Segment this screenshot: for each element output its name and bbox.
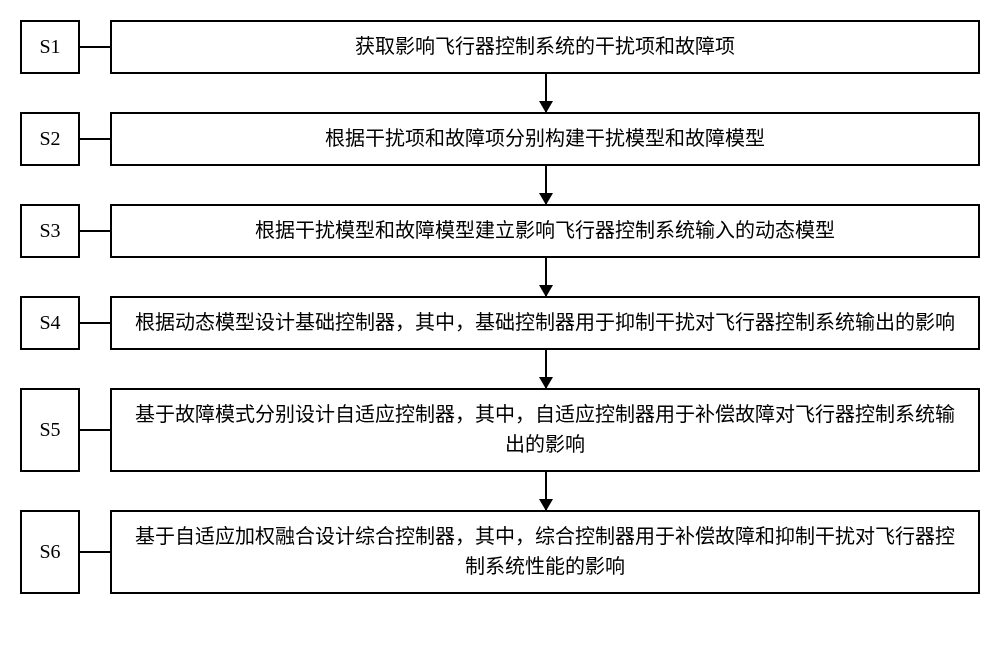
step-row-s6: S6 基于自适应加权融合设计综合控制器，其中，综合控制器用于补偿故障和抑制干扰对…: [20, 510, 980, 594]
connector-h-s3: [80, 204, 110, 258]
step-id-s6: S6: [20, 510, 80, 594]
step-id-s1: S1: [20, 20, 80, 74]
arrow-s2-s3: [545, 166, 547, 204]
arrow-s5-s6: [545, 472, 547, 510]
connector-h-s6: [80, 510, 110, 594]
connector-h-s5: [80, 388, 110, 472]
arrow-s3-s4: [545, 258, 547, 296]
flowchart-container: S1 获取影响飞行器控制系统的干扰项和故障项 S2 根据干扰项和故障项分别构建干…: [20, 20, 980, 594]
arrow-s1-s2: [545, 74, 547, 112]
step-box-s5: 基于故障模式分别设计自适应控制器，其中，自适应控制器用于补偿故障对飞行器控制系统…: [110, 388, 980, 472]
step-id-s5: S5: [20, 388, 80, 472]
step-row-s5: S5 基于故障模式分别设计自适应控制器，其中，自适应控制器用于补偿故障对飞行器控…: [20, 388, 980, 472]
step-box-s1: 获取影响飞行器控制系统的干扰项和故障项: [110, 20, 980, 74]
arrow-s4-s5: [545, 350, 547, 388]
connector-h-s2: [80, 112, 110, 166]
step-id-s4: S4: [20, 296, 80, 350]
step-id-s2: S2: [20, 112, 80, 166]
step-box-s4: 根据动态模型设计基础控制器，其中，基础控制器用于抑制干扰对飞行器控制系统输出的影…: [110, 296, 980, 350]
step-box-s3: 根据干扰模型和故障模型建立影响飞行器控制系统输入的动态模型: [110, 204, 980, 258]
step-box-s2: 根据干扰项和故障项分别构建干扰模型和故障模型: [110, 112, 980, 166]
step-box-s6: 基于自适应加权融合设计综合控制器，其中，综合控制器用于补偿故障和抑制干扰对飞行器…: [110, 510, 980, 594]
connector-h-s4: [80, 296, 110, 350]
step-row-s4: S4 根据动态模型设计基础控制器，其中，基础控制器用于抑制干扰对飞行器控制系统输…: [20, 296, 980, 350]
step-row-s3: S3 根据干扰模型和故障模型建立影响飞行器控制系统输入的动态模型: [20, 204, 980, 258]
step-row-s1: S1 获取影响飞行器控制系统的干扰项和故障项: [20, 20, 980, 74]
step-id-s3: S3: [20, 204, 80, 258]
connector-h-s1: [80, 20, 110, 74]
step-row-s2: S2 根据干扰项和故障项分别构建干扰模型和故障模型: [20, 112, 980, 166]
